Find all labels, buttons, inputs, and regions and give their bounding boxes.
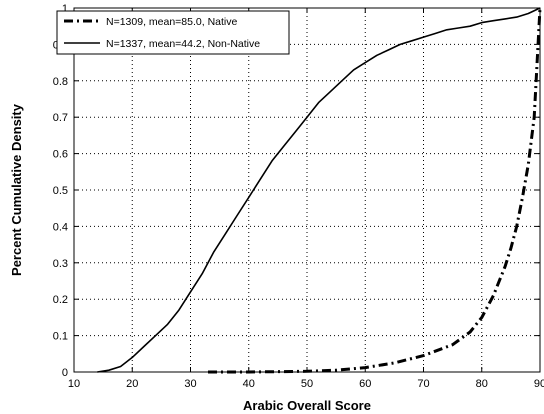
y-tick-label: 0.8 xyxy=(53,76,68,88)
y-tick-label: 0.7 xyxy=(53,112,68,124)
y-tick-label: 0.5 xyxy=(53,185,68,197)
legend-label-native: N=1309, mean=85.0, Native xyxy=(106,16,237,28)
series-line-non-native xyxy=(97,7,541,373)
grid-lines xyxy=(74,8,540,372)
x-tick-label: 30 xyxy=(184,378,196,390)
x-tick-label: 90 xyxy=(534,378,544,390)
legend-box xyxy=(56,10,290,55)
y-axis-title: Percent Cumulative Density xyxy=(9,103,24,276)
x-tick-label: 10 xyxy=(68,378,80,390)
y-tick-label: 0.6 xyxy=(53,149,68,161)
series-group xyxy=(97,7,542,374)
x-tick-label: 60 xyxy=(359,378,371,390)
legend: N=1309, mean=85.0, Native N=1337, mean=4… xyxy=(56,10,290,55)
y-tick-label: 0.2 xyxy=(53,294,68,306)
x-tick-label: 20 xyxy=(126,378,138,390)
series-line-native xyxy=(208,7,542,374)
y-tick-label: 0 xyxy=(62,367,68,379)
x-axis-title: Arabic Overall Score xyxy=(243,398,371,413)
legend-label-non-native: N=1337, mean=44.2, Non-Native xyxy=(106,38,260,50)
y-tick-label: 0.3 xyxy=(53,258,68,270)
y-tick-label: 0.1 xyxy=(53,331,68,343)
x-tick-label: 80 xyxy=(476,378,488,390)
x-tick-label: 50 xyxy=(301,378,313,390)
y-tick-label: 1 xyxy=(62,3,68,15)
y-tick-label: 0.4 xyxy=(53,221,68,233)
x-tick-label: 70 xyxy=(417,378,429,390)
x-tick-label: 40 xyxy=(243,378,255,390)
